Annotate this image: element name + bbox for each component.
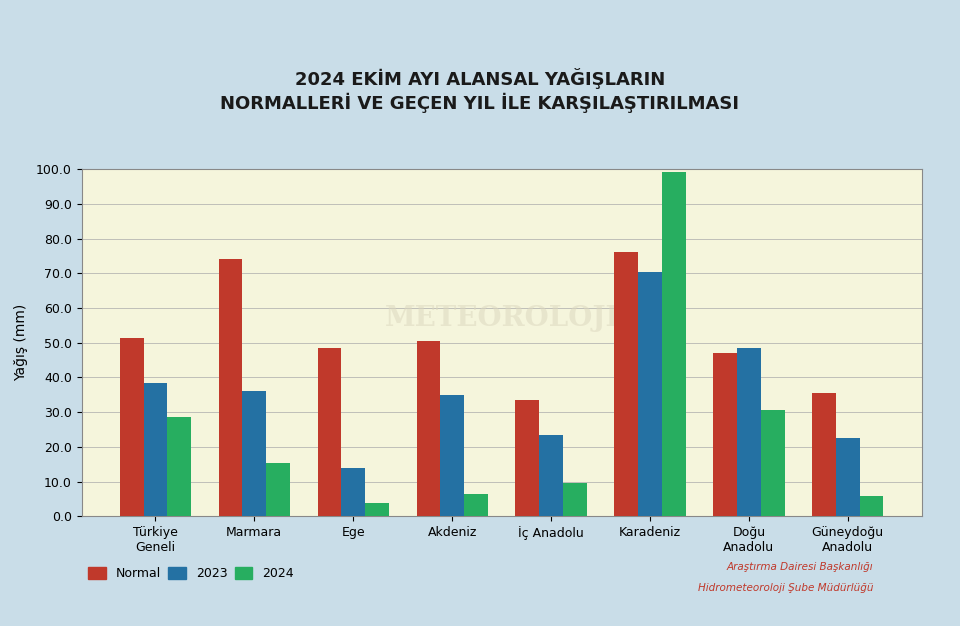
Bar bbox=[661, 173, 685, 516]
Bar bbox=[365, 503, 389, 516]
Bar bbox=[120, 337, 144, 516]
Text: Hidrometeoroloji Şube Müdürlüğü: Hidrometeoroloji Şube Müdürlüğü bbox=[698, 583, 874, 593]
Bar bbox=[464, 494, 488, 516]
Bar bbox=[441, 395, 464, 516]
Bar bbox=[243, 391, 266, 516]
Bar bbox=[144, 382, 167, 516]
Bar bbox=[516, 400, 540, 516]
Bar bbox=[836, 438, 859, 516]
Bar bbox=[812, 393, 836, 516]
Text: Araştırma Dairesi Başkanlığı: Araştırma Dairesi Başkanlığı bbox=[727, 562, 874, 572]
Bar bbox=[737, 348, 760, 516]
Bar bbox=[713, 353, 737, 516]
Legend: Normal, 2023, 2024: Normal, 2023, 2024 bbox=[84, 562, 300, 585]
Bar bbox=[342, 468, 365, 516]
Bar bbox=[614, 252, 638, 516]
Bar bbox=[266, 463, 290, 516]
Bar bbox=[760, 411, 784, 516]
Bar bbox=[638, 272, 661, 516]
Bar bbox=[859, 496, 883, 516]
Bar bbox=[167, 418, 191, 516]
Bar bbox=[563, 483, 587, 516]
Bar bbox=[540, 435, 563, 516]
Bar bbox=[318, 348, 342, 516]
Y-axis label: Yağış (mm): Yağış (mm) bbox=[13, 304, 28, 381]
Text: METEOROLOJI: METEOROLOJI bbox=[384, 305, 619, 332]
Text: NORMALLERİ VE GEÇEN YIL İLE KARŞILAŞTIRILMASI: NORMALLERİ VE GEÇEN YIL İLE KARŞILAŞTIRI… bbox=[221, 93, 739, 113]
Text: 2024 EKİM AYI ALANSAL YAĞIŞLARIN: 2024 EKİM AYI ALANSAL YAĞIŞLARIN bbox=[295, 68, 665, 89]
Bar bbox=[219, 259, 243, 516]
Bar bbox=[417, 341, 441, 516]
